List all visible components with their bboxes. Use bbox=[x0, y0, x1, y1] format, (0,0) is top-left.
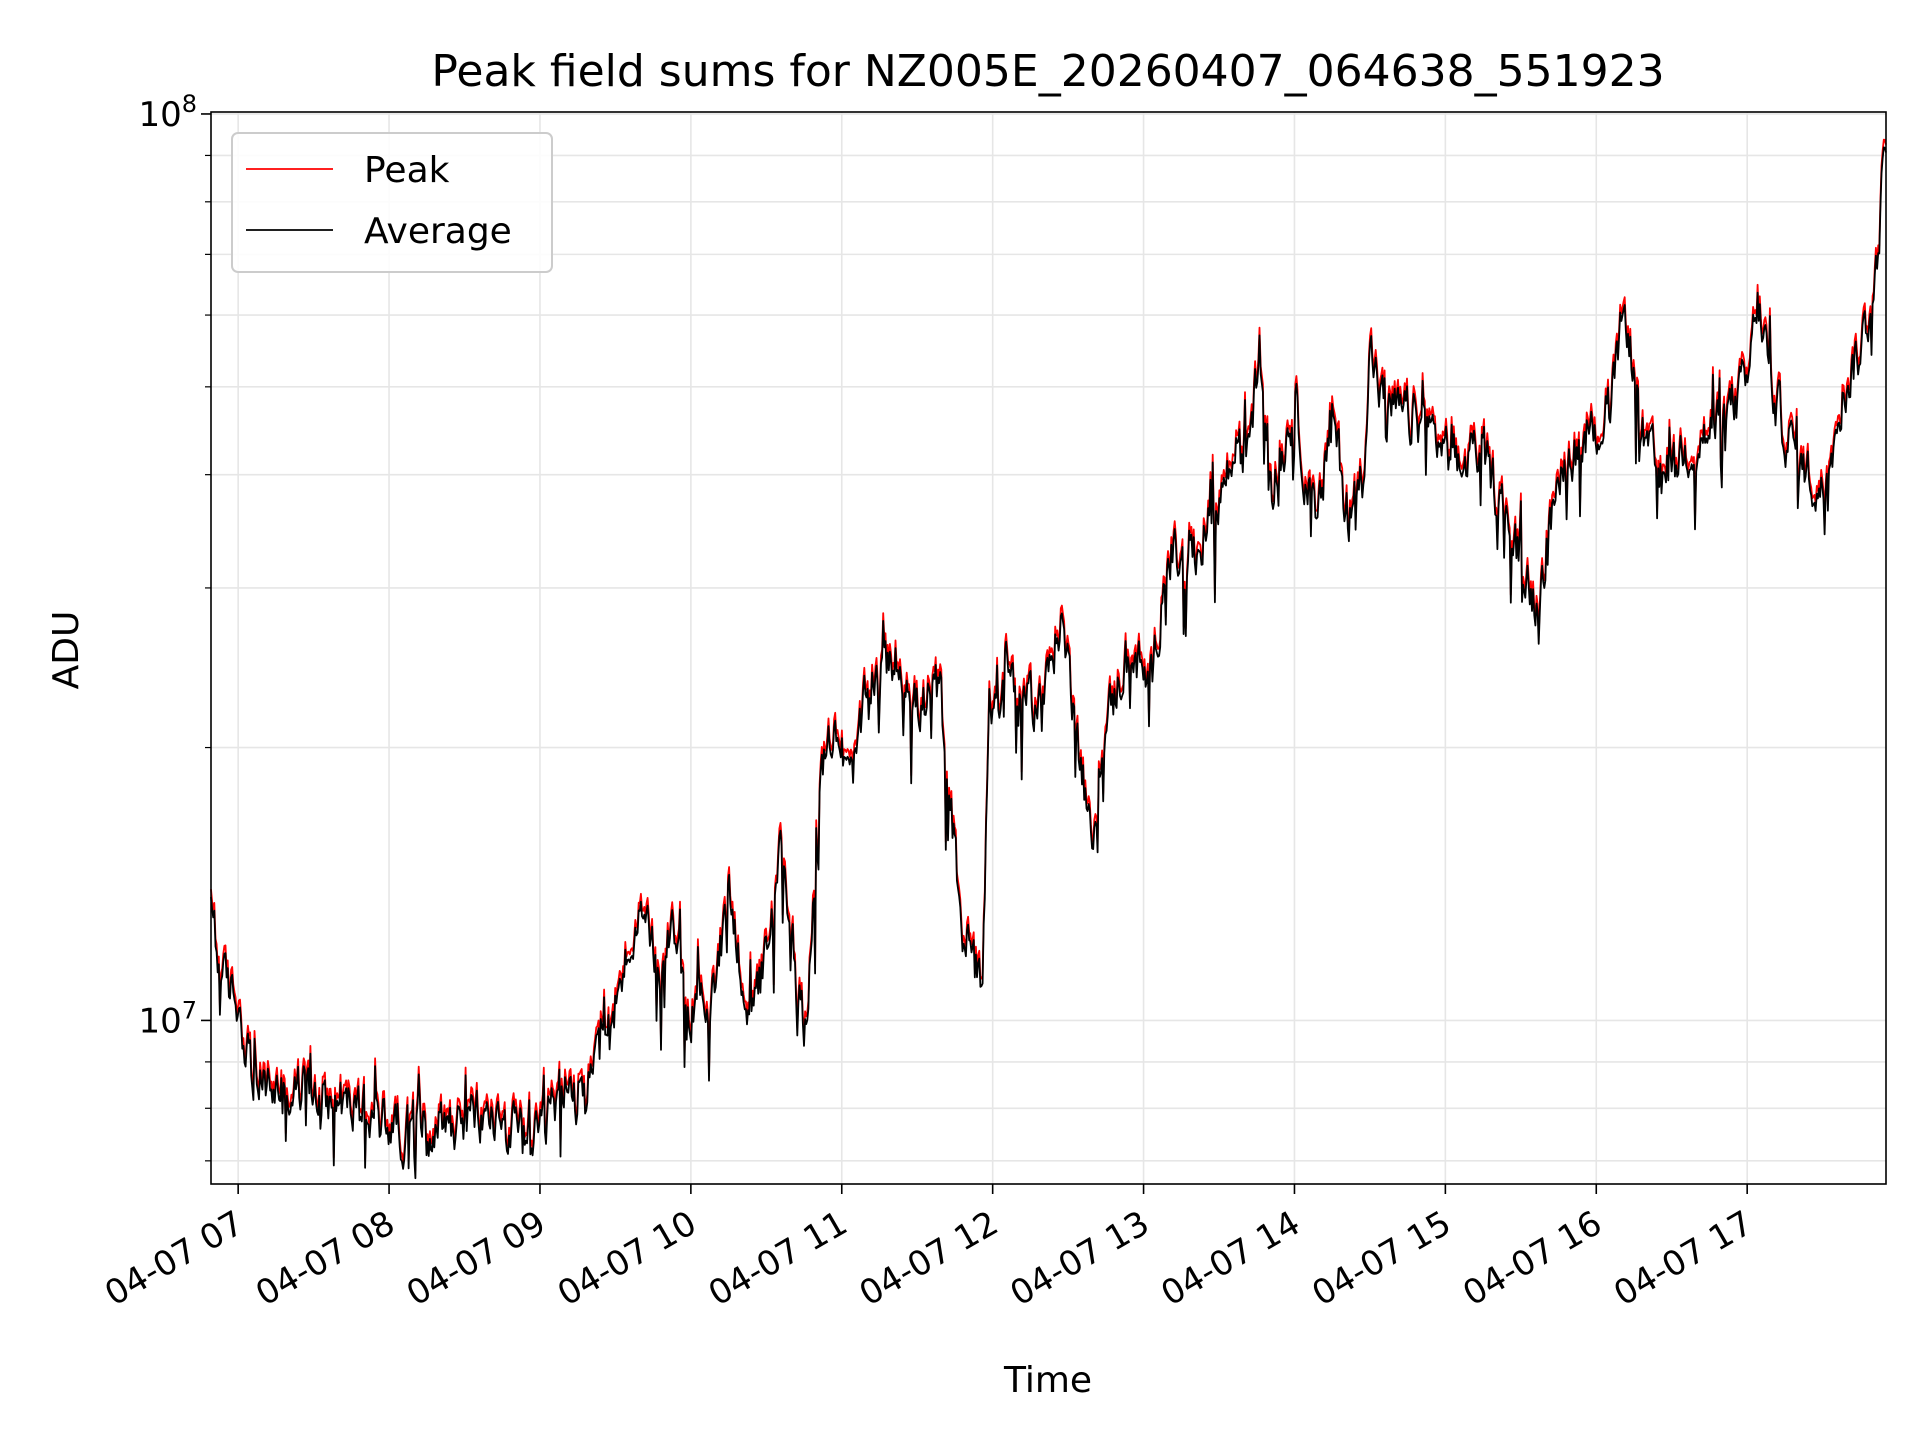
plot-frame bbox=[210, 111, 1887, 1185]
legend-label-peak: Peak bbox=[364, 150, 450, 191]
series-lines bbox=[210, 138, 1887, 1180]
legend-label-average: Average bbox=[364, 211, 512, 252]
legend-box bbox=[231, 132, 553, 273]
grid bbox=[211, 112, 1886, 1184]
y-tick-label: 107 bbox=[138, 996, 197, 1041]
series-line-average bbox=[210, 146, 1887, 1180]
legend: Peak Average bbox=[231, 132, 553, 273]
y-tick-label: 108 bbox=[138, 90, 197, 135]
x-axis-label: Time bbox=[1003, 1360, 1092, 1401]
chart-title: Peak field sums for NZ005E_20260407_0646… bbox=[431, 46, 1664, 97]
y-axis-label: ADU bbox=[46, 611, 87, 690]
